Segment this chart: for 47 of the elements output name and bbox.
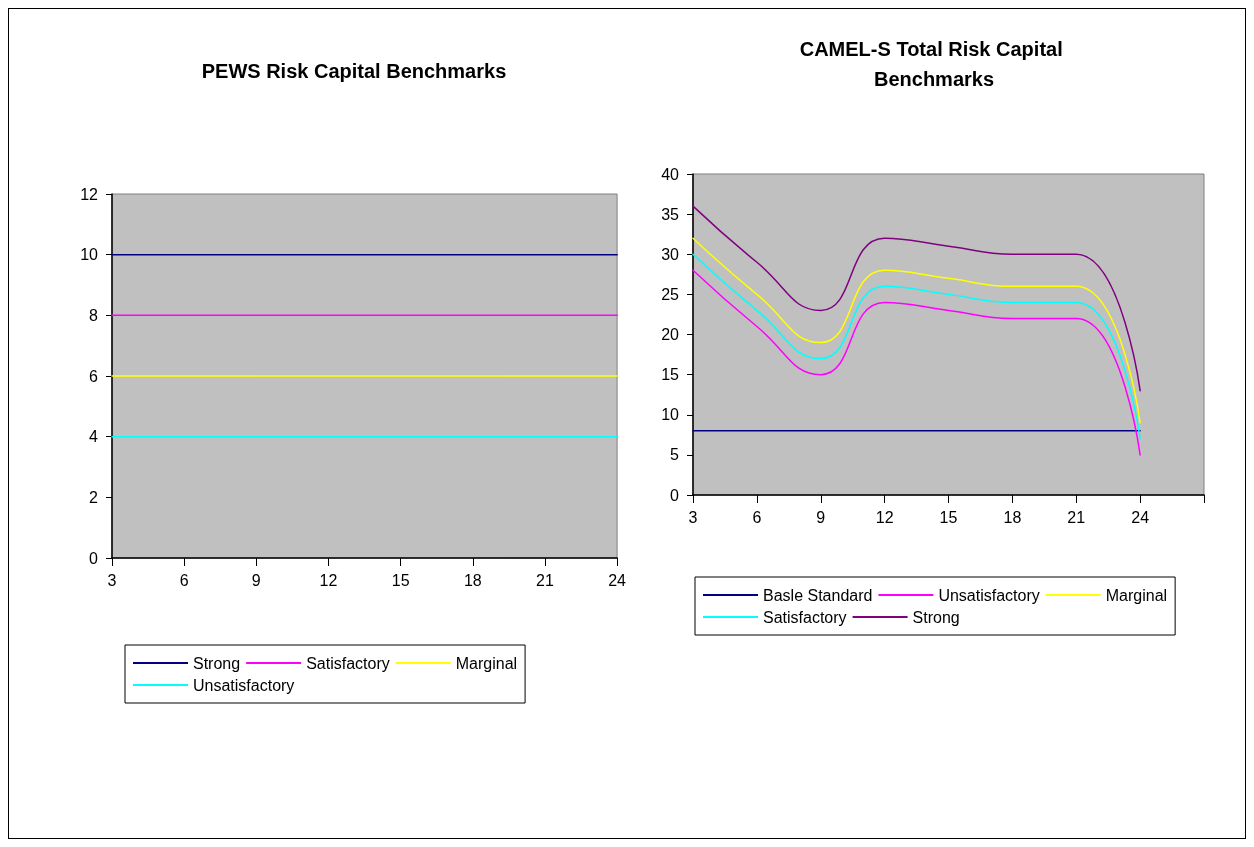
line-series <box>692 205 1141 392</box>
x-tick-label: 9 <box>816 508 826 526</box>
y-tick-label: 30 <box>661 245 680 263</box>
x-tick-label: 3 <box>107 571 117 589</box>
x-tick-label: 18 <box>463 571 482 589</box>
x-tick-label: 24 <box>608 571 627 589</box>
line-series <box>692 253 1141 440</box>
legend-label: Basle Standard <box>763 586 873 604</box>
y-tick-label: 8 <box>89 306 99 324</box>
y-tick-label: 20 <box>661 326 680 343</box>
y-tick-label: 35 <box>661 205 680 223</box>
y-tick-label: 12 <box>80 185 99 203</box>
x-tick-label: 6 <box>752 508 762 526</box>
y-tick-label: 10 <box>661 406 680 424</box>
y-tick-label: 15 <box>661 366 680 384</box>
x-tick-label: 24 <box>1131 508 1150 526</box>
legend-label: Unsatisfactory <box>938 586 1040 604</box>
legend-label: Unsatisfactory <box>193 676 295 694</box>
y-tick-label: 25 <box>661 285 680 303</box>
y-tick-label: 0 <box>670 486 680 504</box>
y-tick-label: 40 <box>661 165 680 183</box>
y-tick-label: 2 <box>89 488 99 506</box>
legend-label: Strong <box>912 608 960 626</box>
x-tick-label: 6 <box>179 571 189 589</box>
x-tick-label: 12 <box>319 571 338 589</box>
chart-title: PEWS Risk Capital Benchmarks <box>201 60 507 82</box>
x-tick-label: 3 <box>688 508 698 526</box>
chart-title: CAMEL-S Total Risk Capital Benchmarks <box>799 38 1069 90</box>
x-tick-label: 21 <box>1067 508 1086 526</box>
line-series <box>692 269 1141 456</box>
y-tick-label: 6 <box>89 367 99 385</box>
y-tick-label: 10 <box>80 246 99 264</box>
legend-label: Satisfactory <box>763 608 847 626</box>
legend-label: Marginal <box>1105 586 1168 604</box>
line-series <box>692 237 1141 424</box>
y-tick-label: 0 <box>89 549 99 567</box>
legend-label: Strong <box>193 654 241 672</box>
x-tick-label: 15 <box>939 508 958 526</box>
legend-label: Marginal <box>455 654 518 672</box>
y-tick-label: 5 <box>670 446 680 464</box>
y-tick-label: 4 <box>89 428 99 446</box>
x-tick-label: 15 <box>391 571 410 589</box>
x-tick-label: 9 <box>251 571 261 589</box>
x-tick-label: 21 <box>536 571 554 589</box>
x-tick-label: 18 <box>1003 508 1022 526</box>
x-tick-label: 12 <box>875 508 894 526</box>
legend-label: Satisfactory <box>306 654 390 672</box>
